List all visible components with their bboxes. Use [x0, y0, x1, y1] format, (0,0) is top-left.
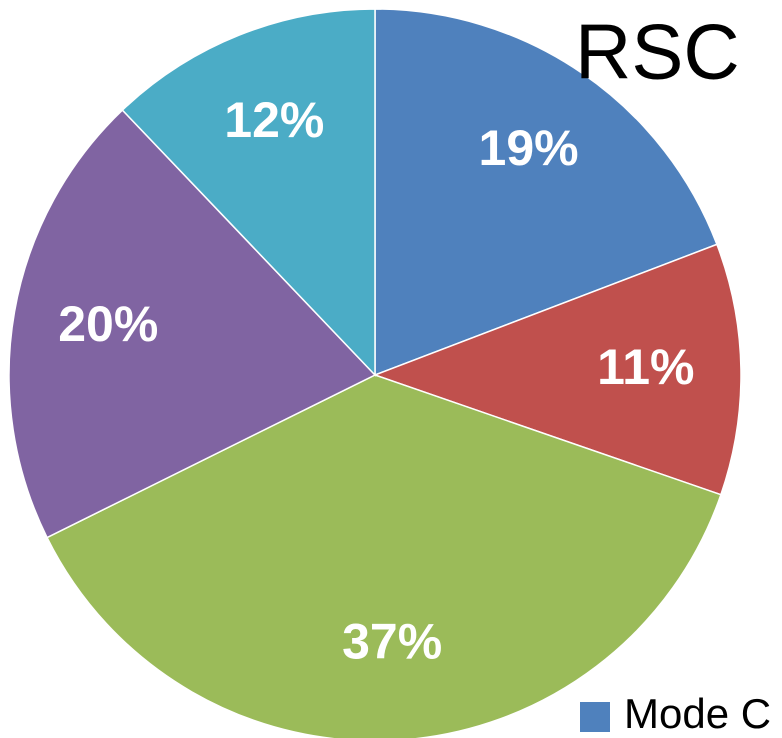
pie-slice: [8, 109, 377, 539]
legend-swatch: [580, 702, 610, 732]
pie: 19% 11% 37% 20% 12%: [8, 8, 742, 738]
data-label: 37%: [342, 613, 442, 669]
data-label: 12%: [224, 92, 324, 148]
pie-slice: [121, 8, 376, 377]
pie-slice: [372, 243, 742, 496]
legend-label: Mode C: [624, 690, 771, 737]
data-label: 19%: [479, 120, 579, 176]
data-label: 20%: [58, 296, 158, 352]
chart-title: RSC: [575, 8, 740, 96]
legend: Mode C: [580, 690, 771, 737]
data-label: 11%: [597, 339, 694, 395]
pie-slice: [374, 8, 718, 377]
pie-slice: [46, 374, 722, 738]
